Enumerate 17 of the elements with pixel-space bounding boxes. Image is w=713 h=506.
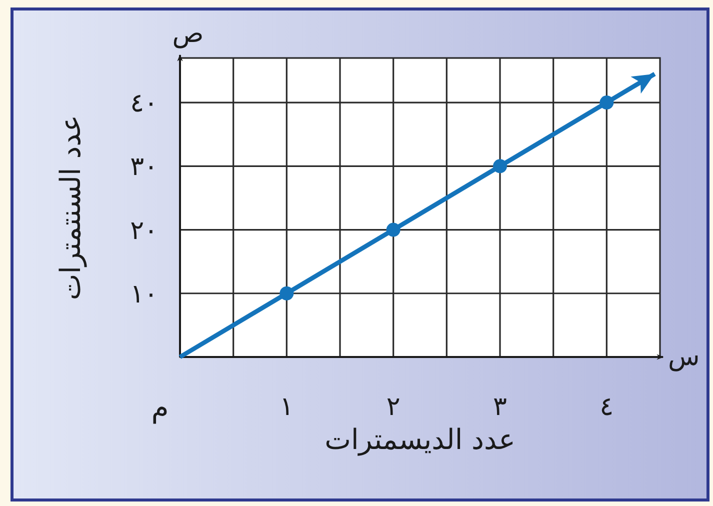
point	[600, 96, 614, 110]
y-tick-label: ٣٠	[130, 152, 158, 182]
y-tick-label: ٢٠	[130, 216, 158, 246]
y-tick-label: ١٠	[130, 279, 158, 310]
y-axis-title: عدد السنتمترات	[54, 114, 87, 300]
text: ص	[172, 19, 204, 49]
point	[493, 159, 507, 174]
x-axis-title: عدد الديسمترات	[324, 423, 516, 456]
annotation: م	[151, 391, 169, 424]
text: س	[668, 342, 700, 372]
y-tick-label: ٤٠	[130, 88, 158, 119]
x-tick-label: ٤	[600, 392, 614, 422]
x-tick-label: ٢	[386, 392, 400, 422]
x-tick-label: ١	[280, 392, 294, 422]
point	[280, 286, 294, 300]
point	[386, 222, 400, 237]
x-tick-label: ٣	[493, 392, 508, 422]
